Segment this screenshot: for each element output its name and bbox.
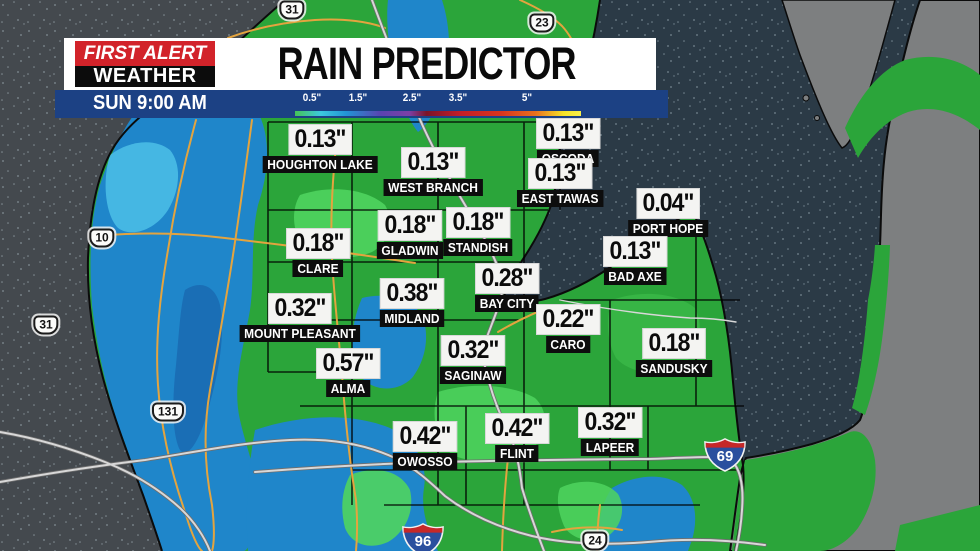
rain-amount: 0.13"	[528, 158, 592, 189]
us-route-shield: 31	[33, 315, 59, 335]
ontario-rain-corner	[895, 505, 980, 551]
legend-gradient-bar	[295, 111, 581, 116]
location-label: 0.28" BAY CITY	[475, 263, 539, 312]
us-route-shield: 31	[279, 0, 305, 20]
us-route-shield: 10	[89, 228, 115, 248]
city-name: LAPEER	[581, 439, 639, 456]
us-route-shield: 131	[151, 402, 185, 422]
header-banner: FIRST ALERT WEATHER RAIN PREDICTOR	[64, 38, 656, 90]
location-label: 0.32" LAPEER	[578, 407, 642, 456]
page-title: RAIN PREDICTOR	[277, 38, 577, 89]
legend-tick: 1.5"	[348, 92, 368, 104]
location-label: 0.13" BAD AXE	[603, 236, 667, 285]
location-label: 0.18" SANDUSKY	[635, 328, 713, 377]
us-route-shield: 23	[529, 13, 555, 33]
city-name: BAY CITY	[475, 295, 539, 312]
interstate-shield-shape	[704, 438, 746, 472]
island-2	[814, 115, 820, 121]
ontario-rain-arc	[845, 56, 980, 158]
location-label: 0.18" STANDISH	[443, 207, 513, 256]
location-label: 0.18" GLADWIN	[376, 210, 444, 259]
interstate-number: 69	[716, 448, 734, 465]
location-label: 0.13" HOUGHTON LAKE	[262, 124, 378, 173]
rain-amount: 0.42"	[485, 413, 549, 444]
island-1	[802, 94, 810, 102]
city-name: HOUGHTON LAKE	[262, 156, 378, 173]
rain-amount: 0.32"	[441, 335, 505, 366]
city-name: MOUNT PLEASANT	[239, 325, 361, 342]
county-borders	[267, 121, 744, 506]
location-label: 0.42" FLINT	[485, 413, 549, 462]
rain-amount: 0.18"	[286, 228, 350, 259]
location-label: 0.42" OWOSSO	[392, 421, 458, 470]
ontario-rain-south	[732, 431, 876, 551]
us-route-shield: 24	[582, 531, 608, 551]
timestamp: SUN 9:00 AM	[93, 92, 207, 114]
interstate-shield: 96	[402, 523, 444, 551]
location-label: 0.18" CLARE	[286, 228, 350, 277]
city-name: EAST TAWAS	[516, 190, 604, 207]
rain-amount: 0.18"	[446, 207, 510, 238]
interstate-shield-shape	[402, 523, 444, 551]
interstate-shield: 69	[704, 438, 746, 472]
legend-tick: 5"	[521, 92, 532, 104]
city-name: FLINT	[495, 445, 539, 462]
rain-lightblue-patch	[105, 142, 179, 233]
city-name: CLARE	[292, 260, 344, 277]
city-name: MIDLAND	[379, 310, 445, 327]
city-name: STANDISH	[443, 239, 513, 256]
city-name: SAGINAW	[439, 367, 507, 384]
location-label: 0.32" SAGINAW	[439, 335, 507, 384]
ontario-peninsula	[781, 0, 896, 149]
location-label: 0.13" WEST BRANCH	[383, 147, 483, 196]
rain-amount: 0.13"	[536, 118, 600, 149]
location-label: 0.32" MOUNT PLEASANT	[239, 293, 361, 342]
rain-amount: 0.32"	[268, 293, 332, 324]
logo-first-alert: FIRST ALERT	[75, 41, 215, 66]
rain-amount: 0.38"	[380, 278, 444, 309]
city-name: ALMA	[326, 380, 370, 397]
first-alert-weather-logo: FIRST ALERT WEATHER	[75, 41, 215, 87]
rain-amount: 0.13"	[603, 236, 667, 267]
rain-amount: 0.18"	[642, 328, 706, 359]
rain-amount: 0.04"	[636, 188, 700, 219]
city-name: PORT HOPE	[628, 220, 708, 237]
interstate-number: 96	[414, 533, 432, 550]
rain-lightgreen-3	[342, 470, 412, 546]
location-label: 0.57" ALMA	[316, 348, 380, 397]
rain-amount: 0.42"	[393, 421, 457, 452]
rain-amount: 0.28"	[475, 263, 539, 294]
rain-amount: 0.13"	[288, 124, 352, 155]
location-label: 0.38" MIDLAND	[379, 278, 445, 327]
location-label: 0.04" PORT HOPE	[628, 188, 708, 237]
legend-tick: 0.5"	[302, 92, 322, 104]
city-name: CARO	[545, 336, 591, 353]
rain-lightgreen-4	[557, 481, 623, 541]
legend-tick: 2.5"	[403, 92, 422, 104]
rain-amount: 0.57"	[316, 348, 380, 379]
city-name: BAD AXE	[603, 268, 667, 285]
city-name: SANDUSKY	[635, 360, 713, 377]
city-name: OWOSSO	[392, 453, 458, 470]
rain-amount: 0.13"	[401, 147, 465, 178]
rain-amount: 0.18"	[378, 210, 442, 241]
rain-scale-legend: 0.5" 1.5" 2.5" 3.5" 5"	[295, 90, 581, 118]
city-name: GLADWIN	[376, 242, 444, 259]
rain-amount: 0.32"	[578, 407, 642, 438]
location-label: 0.22" CARO	[536, 304, 600, 353]
logo-weather: WEATHER	[75, 66, 215, 87]
ontario-rain-coast	[852, 245, 890, 415]
legend-tick: 3.5"	[448, 92, 468, 104]
location-label: 0.13" EAST TAWAS	[516, 158, 604, 207]
rain-amount: 0.22"	[536, 304, 600, 335]
time-legend-bar: SUN 9:00 AM 0.5" 1.5" 2.5" 3.5" 5"	[55, 90, 668, 118]
rain-darkblue-streak	[173, 285, 223, 453]
rain-blue-southeast	[598, 476, 696, 551]
city-name: WEST BRANCH	[383, 179, 483, 196]
